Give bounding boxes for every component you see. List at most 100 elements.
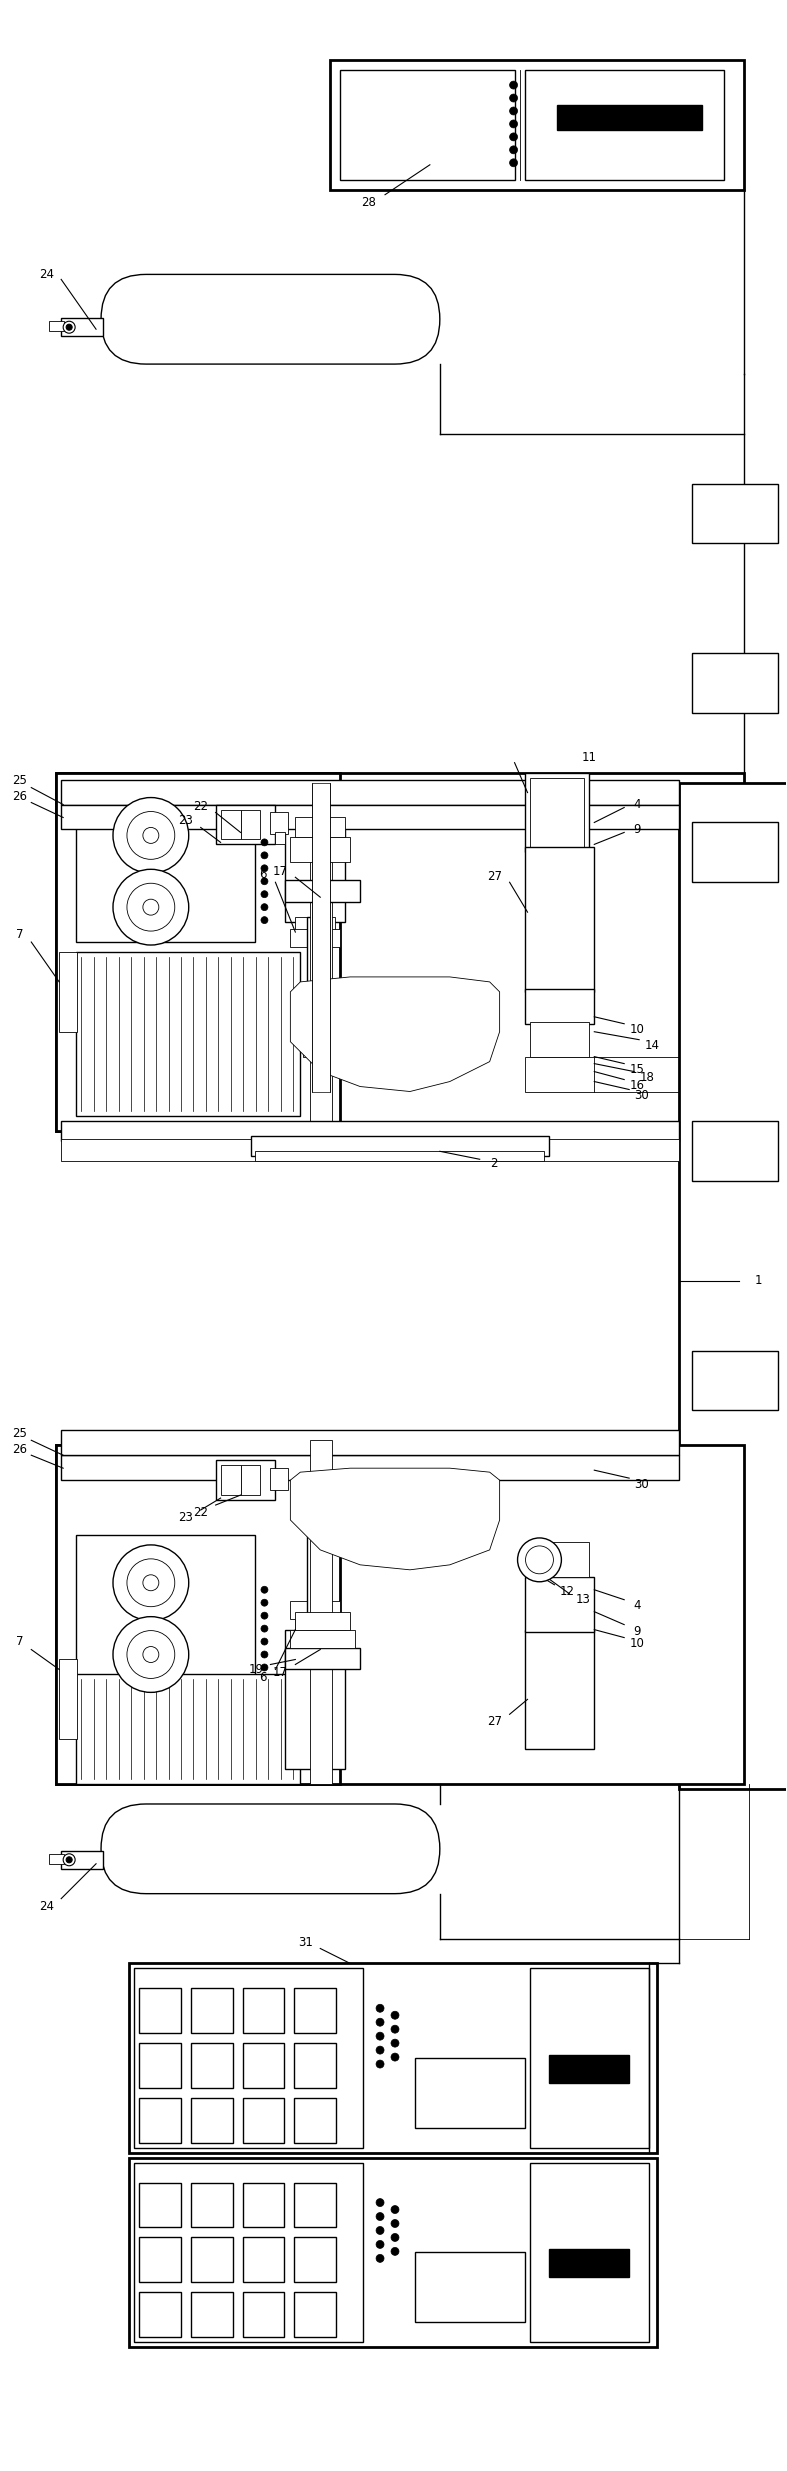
- Circle shape: [376, 2061, 384, 2068]
- Bar: [530, 1969, 649, 2147]
- Bar: [312, 783, 331, 1092]
- Text: 24: 24: [39, 267, 54, 282]
- Bar: [139, 1989, 181, 2034]
- Text: 25: 25: [12, 1426, 27, 1441]
- Bar: [190, 2236, 233, 2283]
- Circle shape: [261, 877, 268, 885]
- Bar: [50, 321, 65, 331]
- Text: 1: 1: [755, 1275, 763, 1287]
- Bar: [530, 2162, 649, 2343]
- Bar: [294, 2182, 336, 2226]
- Circle shape: [63, 321, 75, 334]
- Bar: [190, 2182, 233, 2226]
- Bar: [525, 848, 594, 991]
- FancyBboxPatch shape: [101, 274, 440, 363]
- Bar: [242, 1989, 284, 2034]
- Text: 28: 28: [360, 195, 375, 210]
- Circle shape: [391, 2039, 399, 2046]
- Bar: [56, 1446, 340, 1784]
- Bar: [129, 2157, 657, 2347]
- Circle shape: [261, 1599, 268, 1606]
- Bar: [692, 652, 778, 712]
- Circle shape: [143, 899, 159, 914]
- Bar: [76, 788, 256, 941]
- Text: 31: 31: [297, 1935, 312, 1950]
- Bar: [549, 2056, 629, 2083]
- Text: 4: 4: [634, 1599, 641, 1611]
- Bar: [294, 2293, 336, 2338]
- Bar: [241, 810, 260, 840]
- Circle shape: [261, 917, 268, 924]
- Bar: [190, 2044, 233, 2088]
- Bar: [295, 917, 335, 932]
- Text: 22: 22: [193, 801, 209, 813]
- Bar: [242, 2044, 284, 2088]
- Bar: [56, 773, 340, 1132]
- Text: 4: 4: [634, 798, 641, 810]
- Text: 18: 18: [640, 1070, 655, 1085]
- Circle shape: [391, 2011, 399, 2019]
- Text: 7: 7: [16, 927, 23, 941]
- Bar: [525, 1576, 594, 1631]
- Bar: [216, 1460, 275, 1500]
- Bar: [286, 1648, 360, 1670]
- Bar: [557, 104, 702, 131]
- Bar: [61, 1851, 103, 1868]
- Bar: [307, 917, 327, 1053]
- Bar: [294, 2098, 336, 2142]
- Bar: [310, 828, 332, 1132]
- Text: 30: 30: [634, 1090, 648, 1102]
- Circle shape: [261, 1611, 268, 1619]
- Circle shape: [510, 94, 518, 101]
- Text: 6: 6: [259, 867, 266, 880]
- Polygon shape: [290, 976, 500, 1092]
- Bar: [290, 1601, 340, 1619]
- Text: 27: 27: [487, 1715, 502, 1727]
- Bar: [286, 1628, 345, 1769]
- Bar: [295, 1611, 350, 1628]
- Circle shape: [391, 2249, 399, 2256]
- Bar: [242, 2293, 284, 2338]
- Bar: [190, 2293, 233, 2338]
- Bar: [241, 1465, 260, 1495]
- Text: 16: 16: [630, 1080, 645, 1092]
- Bar: [190, 2098, 233, 2142]
- Bar: [303, 1492, 331, 1502]
- Circle shape: [63, 1853, 75, 1866]
- Circle shape: [376, 2212, 384, 2221]
- Text: 9: 9: [634, 823, 641, 835]
- Bar: [295, 1616, 335, 1631]
- Bar: [679, 783, 787, 1789]
- Bar: [692, 823, 778, 882]
- Bar: [250, 1137, 549, 1156]
- Text: 15: 15: [630, 1063, 645, 1075]
- Circle shape: [376, 2254, 384, 2263]
- Bar: [275, 833, 286, 845]
- Circle shape: [510, 158, 518, 166]
- Text: 7: 7: [16, 1636, 23, 1648]
- Bar: [525, 988, 594, 1023]
- Text: 26: 26: [12, 1443, 27, 1455]
- Text: 11: 11: [582, 751, 597, 764]
- Text: 10: 10: [630, 1638, 645, 1651]
- Text: 2: 2: [490, 1156, 497, 1169]
- Text: 17: 17: [273, 865, 288, 877]
- Circle shape: [376, 2031, 384, 2041]
- Circle shape: [510, 121, 518, 128]
- Circle shape: [261, 1638, 268, 1646]
- Bar: [692, 1122, 778, 1181]
- Bar: [530, 1021, 589, 1058]
- Bar: [139, 2098, 181, 2142]
- Circle shape: [261, 1626, 268, 1631]
- Circle shape: [66, 324, 72, 331]
- Circle shape: [127, 882, 175, 932]
- Text: 12: 12: [560, 1586, 575, 1599]
- Bar: [294, 2044, 336, 2088]
- Text: 30: 30: [634, 1478, 648, 1490]
- Text: 24: 24: [39, 1900, 54, 1913]
- Text: 27: 27: [487, 870, 502, 882]
- Bar: [59, 951, 77, 1033]
- Bar: [76, 1675, 301, 1784]
- Circle shape: [261, 852, 268, 860]
- Text: 19: 19: [249, 1663, 264, 1675]
